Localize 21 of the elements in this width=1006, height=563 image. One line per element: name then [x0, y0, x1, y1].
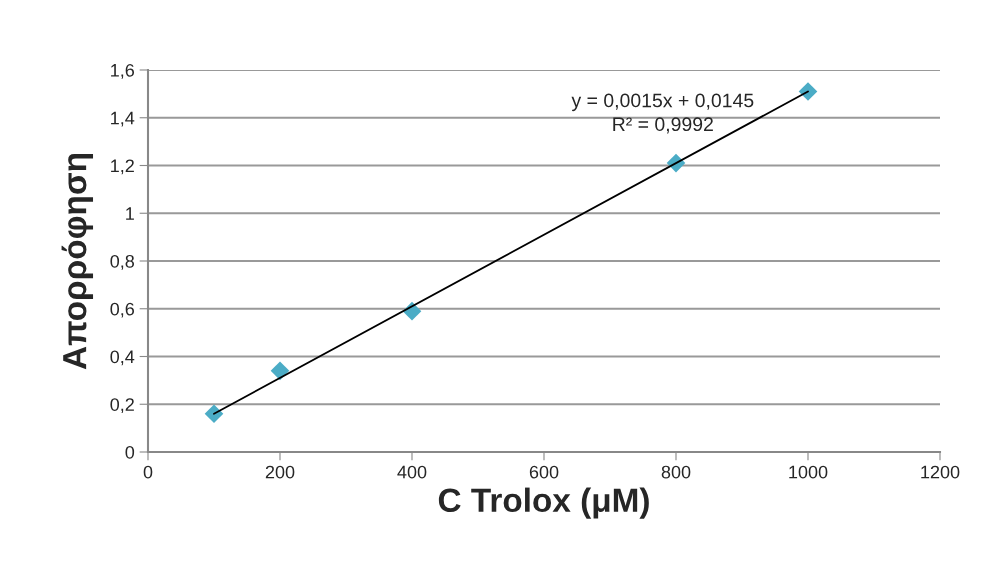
- x-tick-label: 400: [397, 465, 427, 479]
- point: [270, 361, 290, 381]
- y-tick-label: 0,4: [110, 350, 135, 366]
- y-tick-label: 0,2: [110, 398, 134, 414]
- y-tick-label: 0,8: [110, 254, 135, 270]
- y-tick-label: 0,6: [110, 302, 135, 318]
- point: [204, 404, 224, 424]
- x-axis-title: C Trolox (μM): [438, 487, 649, 519]
- x-tick-label: 1200: [921, 465, 960, 479]
- x-tick-label: 800: [661, 465, 691, 479]
- x-tick-label: 200: [265, 465, 295, 479]
- y-axis-title: Απορρόφηση: [61, 154, 94, 370]
- y-tick-label: 1,2: [111, 159, 134, 175]
- y-tick-label: 1,6: [111, 63, 135, 79]
- x-tick-label: 1000: [789, 465, 828, 479]
- annotation: y = 0,0015x + 0,0145 R² = 0,9992: [571, 93, 754, 134]
- x-tick-label: 600: [529, 465, 559, 479]
- y-tick-label: 1: [126, 207, 134, 220]
- y-tick-label: 0: [125, 445, 135, 459]
- x-tick-label: 0: [143, 465, 153, 479]
- y-tick-label: 1,4: [111, 111, 135, 127]
